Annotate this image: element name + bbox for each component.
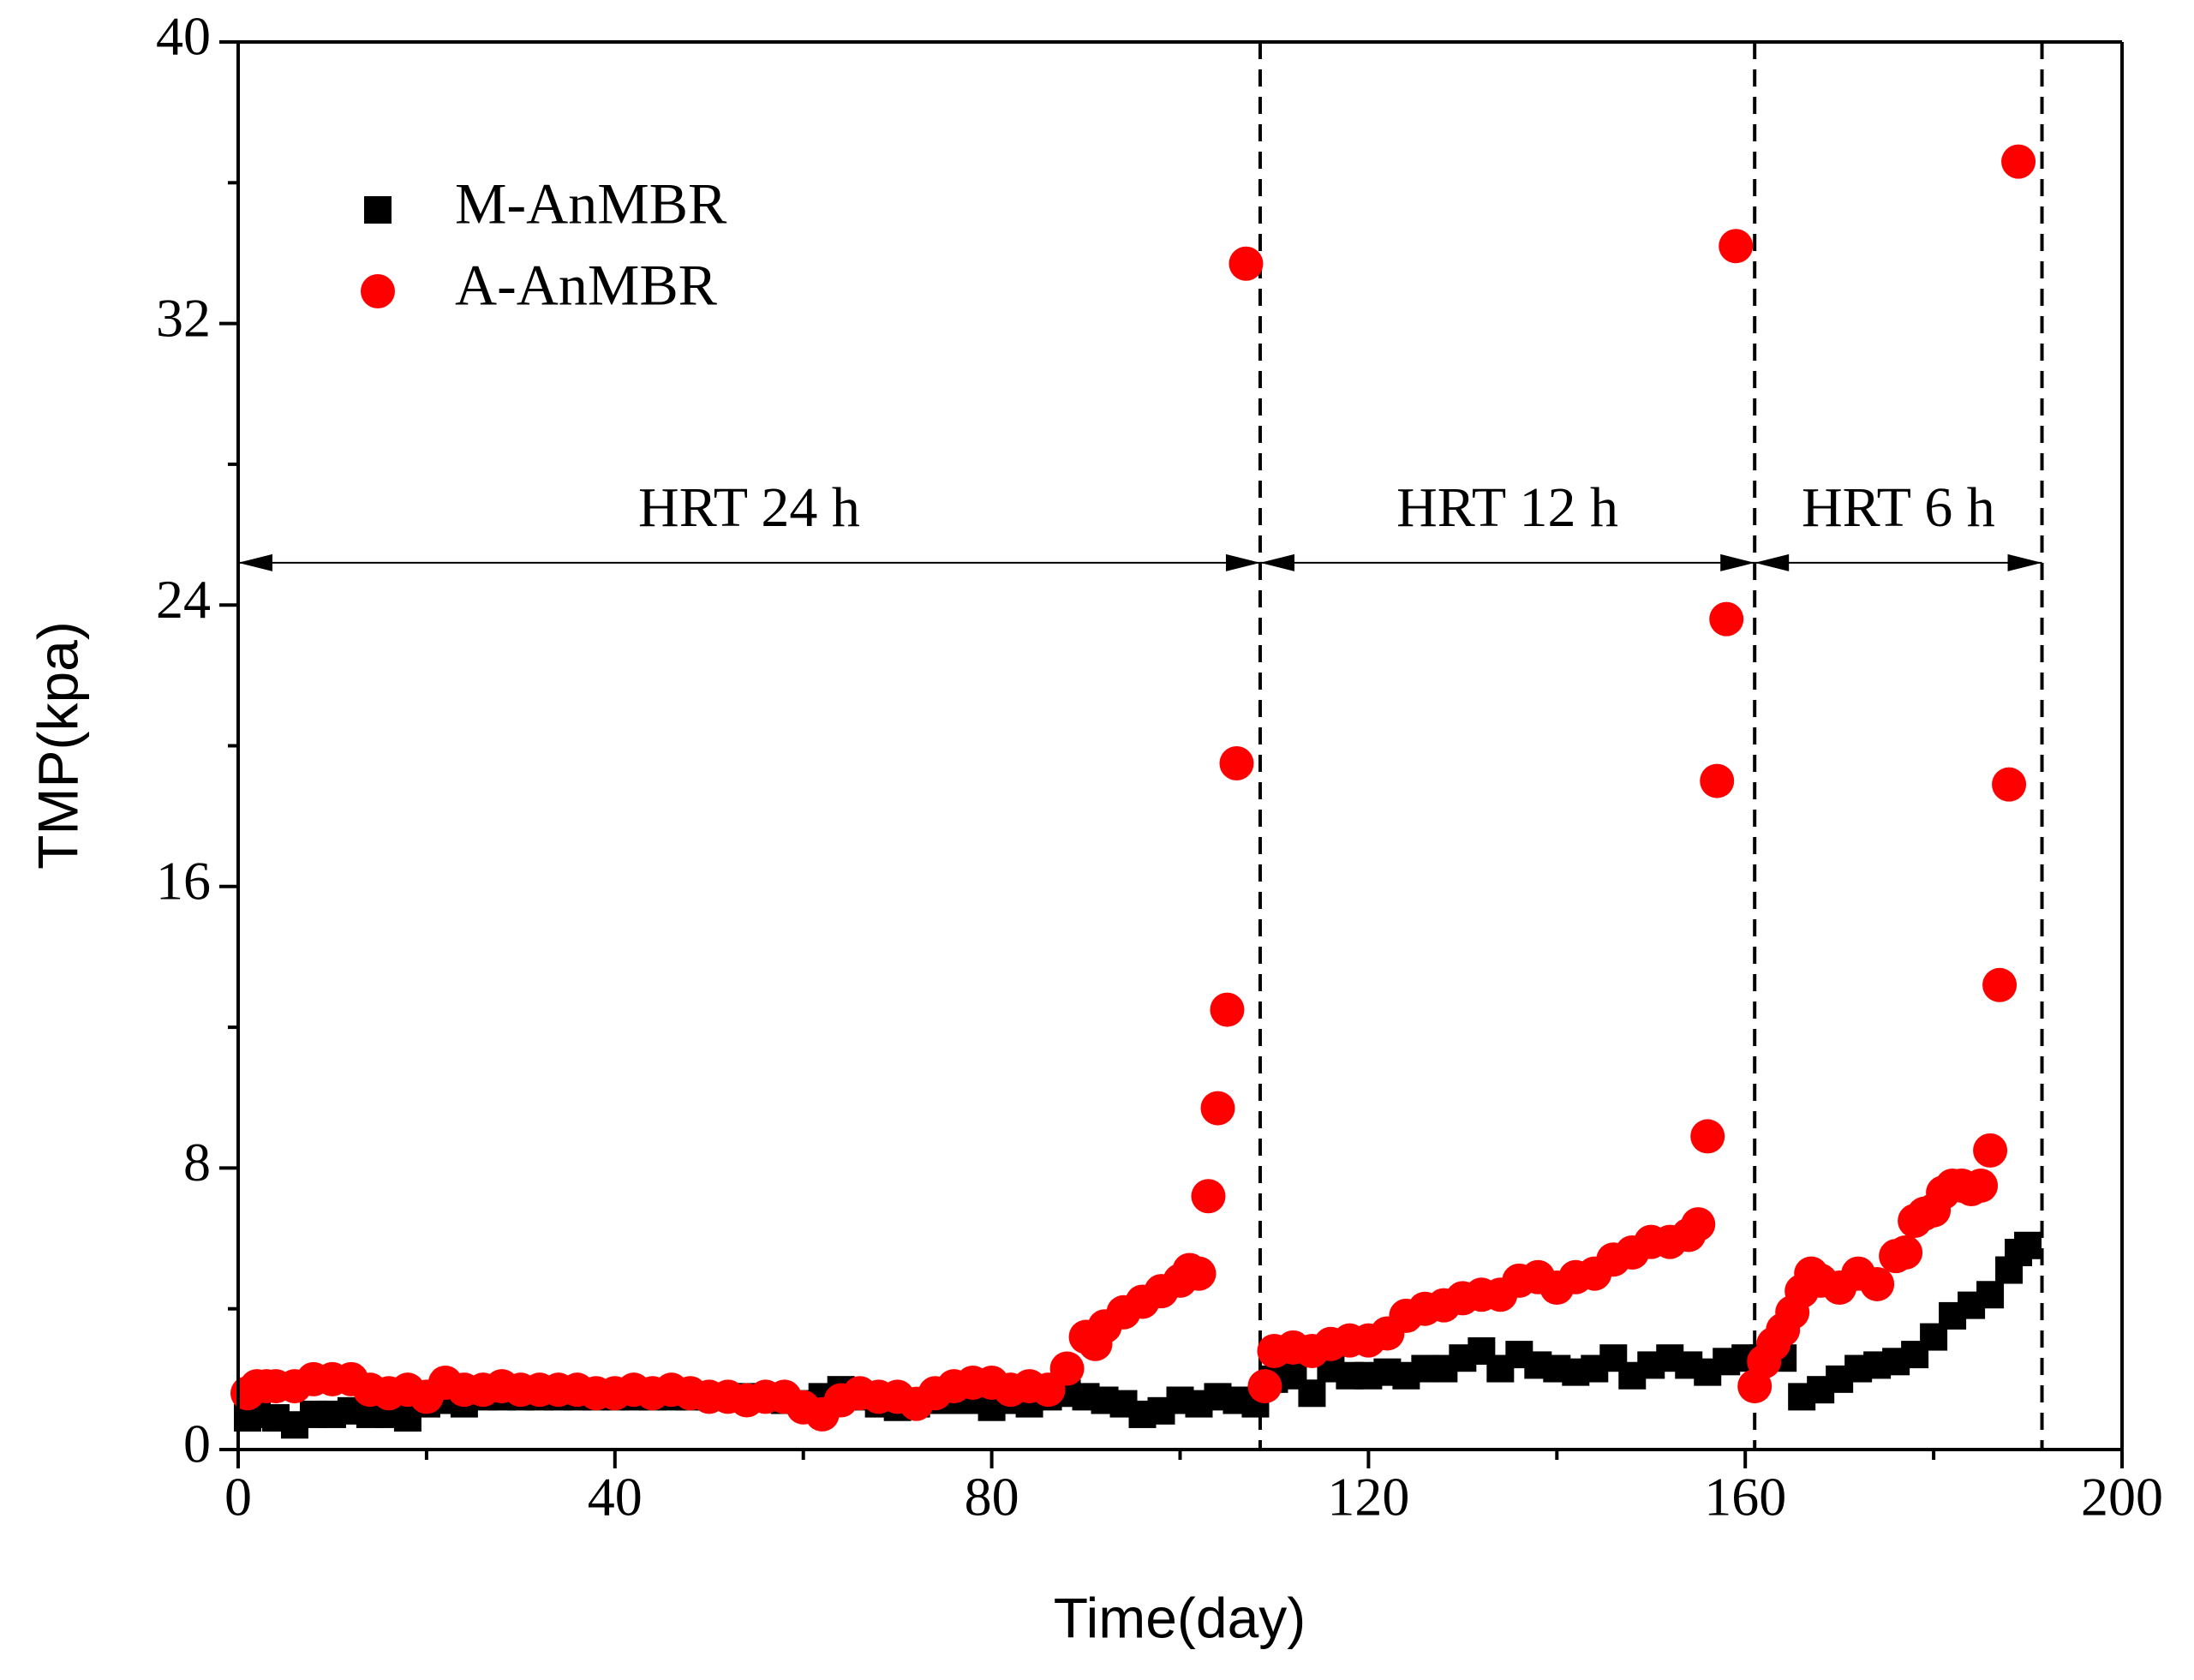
y-tick-label: 16 bbox=[156, 850, 211, 911]
point bbox=[1298, 1379, 1326, 1408]
y-tick-label: 8 bbox=[183, 1132, 211, 1193]
point bbox=[2001, 144, 2036, 179]
y-tick-label: 32 bbox=[156, 287, 211, 348]
legend-marker bbox=[361, 274, 395, 308]
point bbox=[1719, 229, 1754, 264]
arrow-head bbox=[1259, 553, 1294, 571]
arrow-head bbox=[1755, 553, 1790, 571]
period-label: HRT 12 h bbox=[1396, 476, 1618, 539]
point bbox=[1681, 1207, 1716, 1242]
arrow-head bbox=[1225, 553, 1260, 571]
x-axis-label: Time(day) bbox=[1054, 1586, 1306, 1649]
arrow-head bbox=[238, 553, 272, 571]
point bbox=[1181, 1256, 1217, 1291]
point bbox=[1690, 1119, 1725, 1154]
point bbox=[2014, 1231, 2042, 1259]
point bbox=[1973, 1133, 2008, 1168]
point bbox=[1191, 1179, 1226, 1214]
point bbox=[1700, 763, 1735, 798]
period-label: HRT 24 h bbox=[638, 476, 860, 539]
arrow-head bbox=[1720, 553, 1755, 571]
point bbox=[1219, 746, 1254, 781]
y-tick-label: 40 bbox=[156, 6, 211, 67]
point bbox=[1982, 967, 2018, 1002]
x-tick-label: 40 bbox=[588, 1467, 643, 1528]
point bbox=[1860, 1266, 1895, 1301]
y-tick-label: 24 bbox=[156, 569, 211, 630]
point bbox=[1964, 1168, 1999, 1203]
legend-label: A-AnMBR bbox=[455, 253, 718, 318]
point bbox=[1976, 1281, 2005, 1309]
arrow-head bbox=[2007, 553, 2042, 571]
point bbox=[1992, 767, 2027, 802]
point bbox=[1709, 601, 1744, 637]
point bbox=[1247, 1369, 1282, 1404]
legend-label: M-AnMBR bbox=[455, 171, 727, 236]
y-axis-label: TMP(kpa) bbox=[26, 621, 89, 870]
x-tick-label: 80 bbox=[965, 1467, 1019, 1528]
y-tick-label: 0 bbox=[183, 1414, 211, 1474]
legend-marker bbox=[364, 196, 392, 224]
point bbox=[1210, 992, 1245, 1027]
x-tick-label: 120 bbox=[1327, 1467, 1409, 1528]
period-label: HRT 6 h bbox=[1802, 476, 1995, 539]
x-tick-label: 0 bbox=[224, 1467, 252, 1528]
point bbox=[1888, 1235, 1923, 1270]
point bbox=[1229, 246, 1264, 281]
x-tick-label: 160 bbox=[1704, 1467, 1786, 1528]
point bbox=[1049, 1351, 1085, 1386]
x-tick-label: 200 bbox=[2081, 1467, 2163, 1528]
point bbox=[1200, 1091, 1235, 1126]
